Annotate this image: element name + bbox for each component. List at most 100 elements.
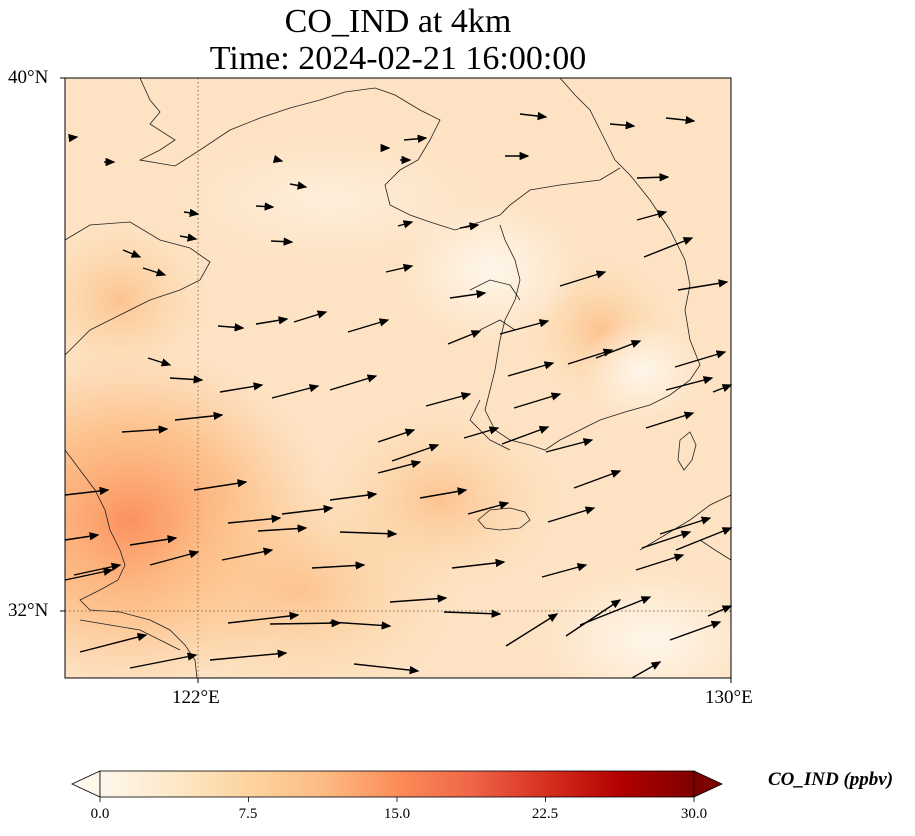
wind-arrow bbox=[669, 620, 722, 641]
wind-vectors bbox=[64, 111, 733, 679]
lat-label-32N: 32°N bbox=[8, 600, 49, 621]
wind-arrow bbox=[636, 173, 670, 182]
wind-arrow bbox=[255, 316, 289, 325]
wind-arrow bbox=[712, 384, 733, 393]
yellow-sea-west-coast bbox=[65, 221, 211, 356]
tsushima-island bbox=[677, 431, 697, 471]
wind-arrow bbox=[311, 561, 366, 570]
wind-arrow bbox=[636, 210, 668, 221]
wind-arrow bbox=[665, 376, 714, 391]
coastlines bbox=[65, 78, 731, 678]
wind-arrow bbox=[377, 428, 416, 443]
map-frame bbox=[64, 77, 732, 679]
wind-arrow bbox=[643, 237, 694, 258]
colorbar-gradient bbox=[99, 770, 695, 798]
wind-arrow bbox=[419, 487, 468, 499]
wind-arrow bbox=[73, 562, 122, 576]
wind-arrow bbox=[149, 550, 200, 566]
wind-arrow bbox=[541, 563, 588, 578]
wind-arrow bbox=[64, 532, 100, 541]
wind-arrow bbox=[122, 249, 142, 258]
wind-arrow bbox=[169, 375, 204, 384]
lon-label-122E: 122°E bbox=[172, 687, 220, 708]
wind-arrow bbox=[425, 392, 472, 407]
wind-arrow bbox=[219, 382, 264, 393]
wind-arrow bbox=[272, 154, 284, 164]
wind-arrow bbox=[559, 270, 607, 287]
wind-arrow bbox=[79, 633, 148, 653]
wind-arrow bbox=[329, 374, 378, 391]
wind-arrow bbox=[391, 443, 440, 462]
wind-arrow bbox=[677, 279, 729, 291]
wind-arrow bbox=[183, 208, 200, 217]
yangtze-estuary bbox=[79, 619, 181, 651]
wind-arrow bbox=[547, 506, 596, 523]
colorbar-extend-low bbox=[71, 770, 101, 798]
wind-arrow bbox=[329, 490, 378, 501]
wind-arrow bbox=[339, 529, 398, 538]
jeju-island bbox=[477, 507, 531, 531]
wind-arrow bbox=[269, 618, 342, 628]
wind-arrow bbox=[609, 121, 636, 130]
korea-west-coast-detail bbox=[469, 279, 521, 451]
wind-arrow bbox=[389, 594, 448, 603]
wind-arrow bbox=[353, 663, 420, 675]
colorbar-tick-3: 22.5 bbox=[531, 806, 559, 822]
wind-arrow bbox=[121, 425, 169, 434]
wind-arrow bbox=[209, 649, 288, 661]
wind-arrow bbox=[221, 547, 274, 561]
colorbar-title: CO_IND (ppbv) bbox=[768, 769, 894, 790]
wind-arrow bbox=[227, 611, 300, 624]
wind-arrow bbox=[257, 524, 308, 533]
wind-arrow bbox=[449, 290, 487, 299]
wind-arrow bbox=[68, 133, 79, 143]
wind-arrow bbox=[385, 263, 414, 273]
wind-arrow bbox=[174, 411, 224, 421]
wind-arrow bbox=[505, 613, 559, 647]
concentration-field bbox=[65, 78, 731, 678]
wind-arrow bbox=[270, 237, 294, 246]
wind-arrow bbox=[579, 596, 652, 626]
wind-arrow bbox=[635, 553, 685, 571]
map-title: CO_IND at 4km bbox=[284, 3, 512, 40]
china-north-coast bbox=[138, 78, 621, 231]
wind-arrow bbox=[631, 661, 662, 679]
wind-arrow bbox=[281, 504, 334, 515]
wind-arrow bbox=[463, 426, 500, 439]
wind-arrow bbox=[397, 220, 414, 229]
wind-arrow bbox=[545, 438, 594, 453]
wind-arrow bbox=[403, 134, 428, 143]
wind-arrow bbox=[129, 535, 178, 546]
wind-arrow bbox=[674, 350, 727, 368]
wind-arrow bbox=[659, 516, 712, 535]
colorbar-tick-1: 7.5 bbox=[238, 806, 258, 822]
wind-arrow bbox=[641, 530, 692, 549]
wind-arrow bbox=[217, 323, 245, 332]
colorbar-tick-4: 30.0 bbox=[680, 806, 708, 822]
wind-arrow bbox=[645, 411, 695, 429]
wind-arrow bbox=[271, 384, 320, 399]
wind-arrow bbox=[507, 361, 555, 377]
map-subtitle-time: Time: 2024-02-21 16:00:00 bbox=[209, 40, 587, 77]
wind-arrow bbox=[142, 267, 167, 277]
wind-arrow bbox=[499, 319, 550, 335]
wind-arrow bbox=[129, 652, 198, 669]
lon-label-130E: 130°E bbox=[705, 687, 753, 708]
japan-coast bbox=[639, 494, 731, 561]
wind-arrow bbox=[347, 318, 390, 333]
wind-arrow bbox=[255, 202, 275, 211]
wind-arrow bbox=[147, 357, 172, 367]
wind-arrow bbox=[513, 392, 562, 409]
wind-arrow bbox=[179, 233, 198, 242]
colorbar-tick-2: 15.0 bbox=[383, 806, 411, 822]
wind-arrow bbox=[289, 181, 308, 190]
wind-arrow bbox=[565, 599, 622, 637]
colorbar-extend-high bbox=[693, 770, 723, 798]
wind-arrow bbox=[227, 514, 282, 524]
wind-arrow bbox=[707, 605, 733, 617]
wind-arrow bbox=[377, 460, 422, 474]
wind-arrow bbox=[567, 348, 614, 365]
wind-arrow bbox=[64, 567, 114, 581]
